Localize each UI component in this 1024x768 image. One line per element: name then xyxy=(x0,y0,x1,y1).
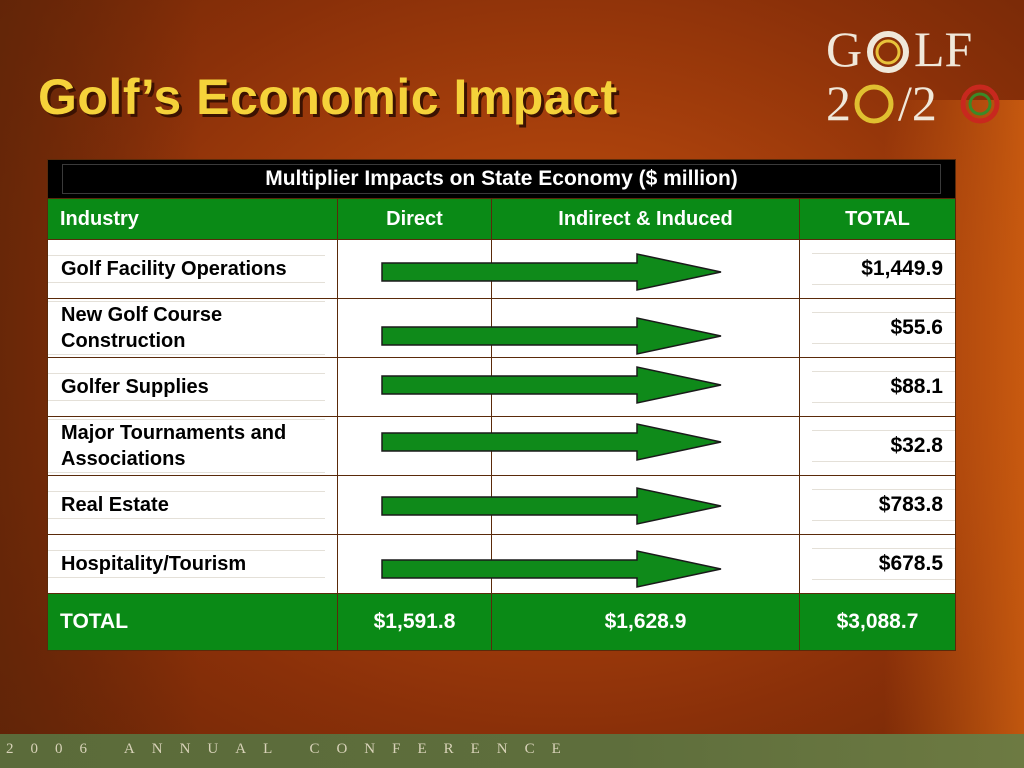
slide-title: Golf’s Economic Impact xyxy=(38,69,618,125)
golf-ball-ring-icon xyxy=(867,31,909,73)
row-indirect-cell xyxy=(491,416,800,476)
row-total: $55.6 xyxy=(812,312,955,344)
row-industry: Hospitality/Tourism xyxy=(48,550,325,578)
total-indirect: $1,628.9 xyxy=(491,593,800,651)
row-total: $678.5 xyxy=(812,548,955,580)
header-indirect-induced: Indirect & Induced xyxy=(491,198,800,240)
row-indirect-cell xyxy=(491,239,800,299)
ring-icon-yellow xyxy=(854,84,894,124)
table-row: Major Tournaments and Associations $32.8 xyxy=(47,416,956,476)
table-header-row: Industry Direct Indirect & Induced TOTAL xyxy=(47,198,956,240)
row-direct-cell xyxy=(337,534,492,594)
total-direct: $1,591.8 xyxy=(337,593,492,651)
row-direct-cell xyxy=(337,416,492,476)
row-indirect-cell xyxy=(491,298,800,358)
row-total: $1,449.9 xyxy=(812,253,955,285)
row-total: $783.8 xyxy=(812,489,955,521)
total-total: $3,088.7 xyxy=(799,593,956,651)
row-indirect-cell xyxy=(491,475,800,535)
footer-bar: 2006 ANNUAL CONFERENCE xyxy=(0,734,1024,768)
footer-conference-label: 2006 ANNUAL CONFERENCE xyxy=(6,741,578,757)
row-direct-cell xyxy=(337,298,492,358)
row-industry: Real Estate xyxy=(48,491,325,519)
table-caption-cell: Multiplier Impacts on State Economy ($ m… xyxy=(47,159,956,199)
table-total-row: TOTAL $1,591.8 $1,628.9 $3,088.7 xyxy=(47,593,956,651)
total-label: TOTAL xyxy=(47,593,338,651)
row-direct-cell xyxy=(337,239,492,299)
table-row: New Golf Course Construction $55.6 xyxy=(47,298,956,358)
row-total: $32.8 xyxy=(812,430,955,462)
table-row: Golfer Supplies $88.1 xyxy=(47,357,956,417)
header-direct: Direct xyxy=(337,198,492,240)
multiplier-impacts-table: Multiplier Impacts on State Economy ($ m… xyxy=(47,159,956,651)
row-indirect-cell xyxy=(491,357,800,417)
table-row: Golf Facility Operations $1,449.9 xyxy=(47,239,956,299)
row-industry: New Golf Course Construction xyxy=(48,301,325,355)
row-direct-cell xyxy=(337,475,492,535)
table-caption: Multiplier Impacts on State Economy ($ m… xyxy=(62,164,941,194)
header-industry: Industry xyxy=(47,198,338,240)
row-industry: Major Tournaments and Associations xyxy=(48,419,325,473)
table-row: Hospitality/Tourism $678.5 xyxy=(47,534,956,594)
row-total: $88.1 xyxy=(812,371,955,403)
row-indirect-cell xyxy=(491,534,800,594)
row-industry: Golfer Supplies xyxy=(48,373,325,401)
header-total: TOTAL xyxy=(799,198,956,240)
table-row: Real Estate $783.8 xyxy=(47,475,956,535)
golf-2020-logo: G LF 2 /2 xyxy=(826,22,1006,130)
row-industry: Golf Facility Operations xyxy=(48,255,325,283)
row-direct-cell xyxy=(337,357,492,417)
ring-icon-red xyxy=(960,84,1000,124)
